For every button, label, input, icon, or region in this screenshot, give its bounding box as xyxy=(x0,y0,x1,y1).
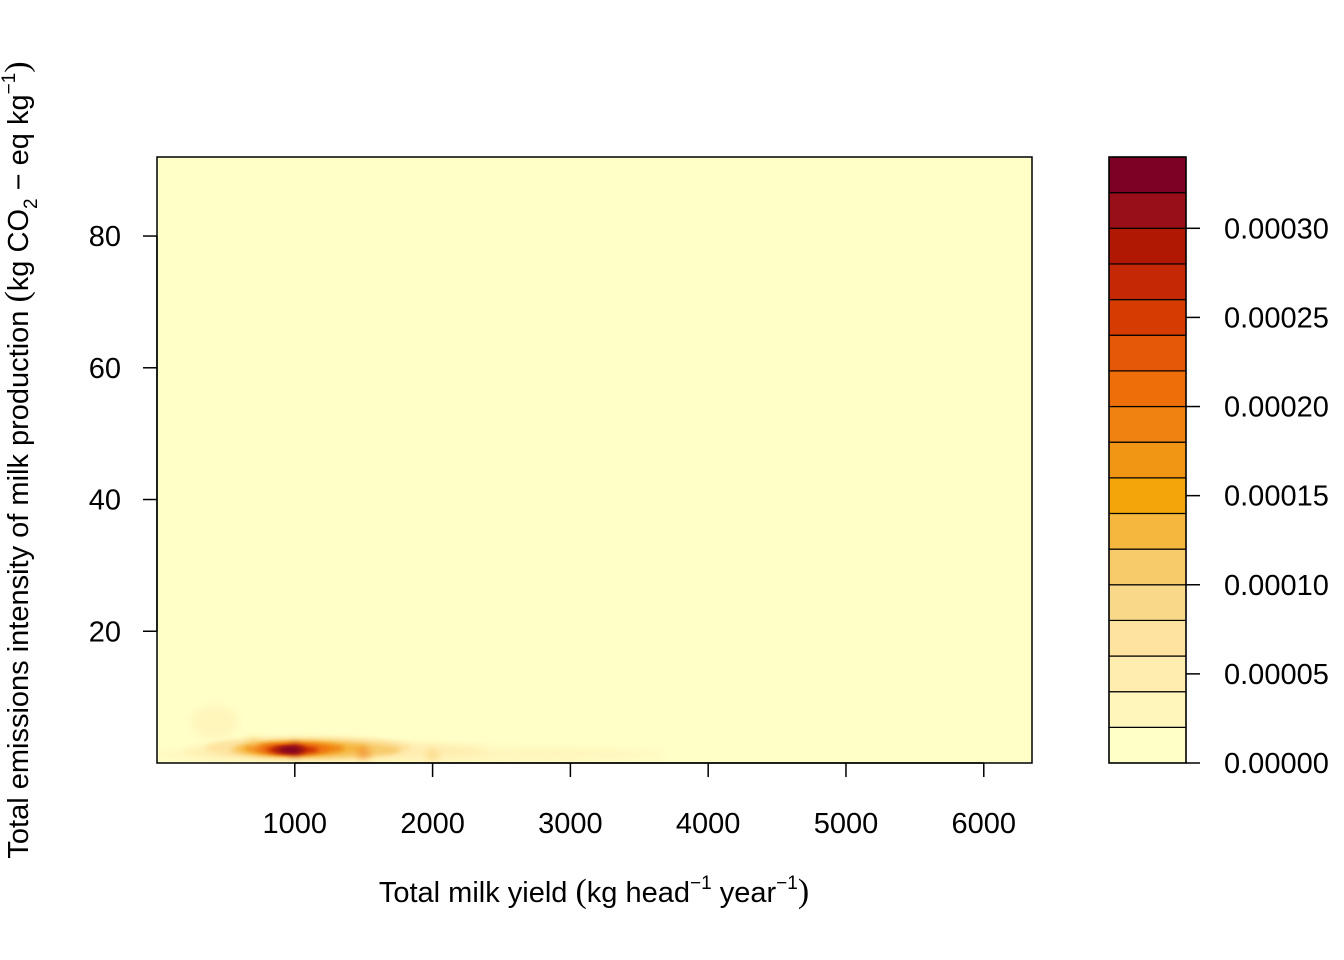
legend-swatch xyxy=(1108,655,1187,693)
x-title-open-paren: ( xyxy=(575,873,586,910)
density-ridge-point xyxy=(192,710,205,723)
y-tick-label: 80 xyxy=(89,221,121,253)
y-axis: 20 40 60 80 xyxy=(89,221,158,648)
legend-tick-label: 0.00000 xyxy=(1224,748,1329,780)
y-title-exp: −1 xyxy=(0,73,20,95)
x-tick-label: 3000 xyxy=(538,808,603,840)
y-title-lead: Total emissions intensity of milk produc… xyxy=(3,303,35,859)
x-title-exp1: −1 xyxy=(690,873,712,894)
legend-tick-label: 0.00015 xyxy=(1224,481,1329,513)
legend-swatch xyxy=(1108,334,1187,372)
density-ridge-point xyxy=(288,743,301,756)
y-title-unit-b: − eq kg xyxy=(3,94,35,198)
legend-swatch xyxy=(1108,192,1187,229)
density-ridge-point xyxy=(426,749,439,762)
x-axis: 1000 2000 3000 4000 5000 6000 xyxy=(263,762,1017,840)
legend-tick-label: 0.00020 xyxy=(1224,392,1329,424)
x-title-close-paren: ) xyxy=(798,873,809,910)
legend-tick-label: 0.00005 xyxy=(1224,659,1329,691)
legend-swatch xyxy=(1108,298,1187,336)
density-ridge-point xyxy=(247,737,260,750)
x-tick-label: 4000 xyxy=(676,808,741,840)
y-tick-label: 60 xyxy=(89,353,121,385)
legend-swatch xyxy=(1108,477,1187,515)
legend-swatch xyxy=(1108,512,1187,550)
legend-tick-label: 0.00025 xyxy=(1224,302,1329,334)
density-ridge-point xyxy=(564,750,577,763)
plot-background xyxy=(157,157,1032,763)
x-tick-label: 5000 xyxy=(814,808,879,840)
x-title-unit-year: year xyxy=(712,877,777,909)
color-key-legend: 0.00000 0.00005 0.00010 0.00015 0.00020 0.000… xyxy=(1108,156,1329,780)
legend-swatch xyxy=(1108,584,1187,622)
x-title-unit-kg: kg head xyxy=(587,877,690,909)
x-axis-title: Total milk yield (kg head−1 year−1) xyxy=(379,873,809,910)
legend-swatch xyxy=(1108,726,1187,764)
legend-tick-label: 0.00030 xyxy=(1224,213,1329,245)
x-title-exp2: −1 xyxy=(776,873,798,894)
y-axis-title: Total emissions intensity of milk produc… xyxy=(0,61,42,858)
legend-swatch xyxy=(1108,263,1187,301)
legend-swatch xyxy=(1108,619,1187,657)
y-title-sub: 2 xyxy=(21,198,42,209)
legend-swatch xyxy=(1108,691,1187,728)
x-tick-label: 1000 xyxy=(263,808,328,840)
legend-swatch xyxy=(1108,405,1187,443)
density-ridge-point xyxy=(357,747,370,760)
x-title-lead: Total milk yield xyxy=(379,877,576,909)
legend-swatch xyxy=(1108,370,1187,408)
legend-swatch xyxy=(1108,156,1187,194)
x-tick-label: 2000 xyxy=(400,808,465,840)
y-title-unit-a: kg CO xyxy=(3,209,35,291)
legend-frame xyxy=(1108,156,1187,764)
legend-swatch xyxy=(1108,548,1187,586)
legend-swatch xyxy=(1108,227,1187,265)
y-tick-label: 40 xyxy=(89,485,121,517)
x-tick-label: 6000 xyxy=(952,808,1017,840)
y-tick-label: 20 xyxy=(89,616,121,648)
legend-swatch xyxy=(1108,441,1187,479)
y-title-close-paren: ) xyxy=(0,61,36,72)
density-ridge-point xyxy=(660,751,673,763)
density-contours xyxy=(157,705,673,763)
legend-tick-label: 0.00010 xyxy=(1224,570,1329,602)
y-title-open-paren: ( xyxy=(0,291,36,302)
